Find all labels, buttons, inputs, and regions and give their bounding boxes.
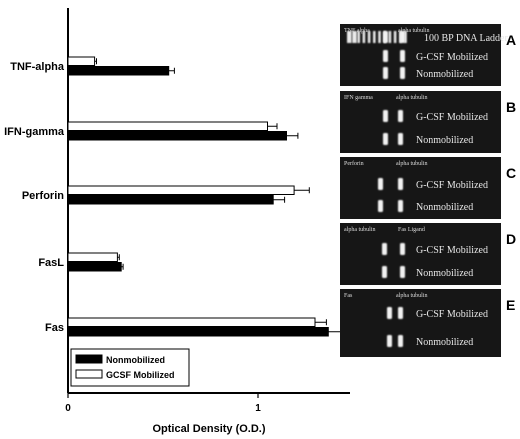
gel-row-label: G-CSF Mobilized [416, 309, 488, 320]
ladder-band [373, 31, 376, 43]
legend-label-nonmobilized: Nonmobilized [106, 355, 165, 365]
gel-lane-label: alpha tubulin [396, 95, 428, 101]
gel-row-label: Nonmobilized [416, 202, 473, 213]
gel-lane-label: alpha tubulin [396, 161, 428, 167]
bar-gcsf [67, 252, 118, 262]
ladder-band [393, 31, 397, 43]
gel-panel-d: alpha tubulin Fas Ligand G-CSF Mobilized No… [340, 223, 501, 285]
gel-band [398, 178, 403, 190]
bar-nonmobilized [67, 195, 274, 205]
panel-letter: A [506, 32, 516, 48]
gel-background [340, 91, 501, 153]
x-tick-label: 1 [255, 403, 261, 414]
gel-row-label: G-CSF Mobilized [416, 52, 488, 63]
gel-row-label: G-CSF Mobilized [416, 245, 488, 256]
gel-band [398, 133, 403, 145]
category-label: IFN-gamma [4, 126, 65, 138]
bar-gcsf [67, 185, 295, 195]
panel-letter: C [506, 165, 516, 181]
gel-lane-label: IFN gamma [344, 95, 373, 101]
category-label: Perforin [22, 190, 64, 202]
gel-panel-e: Fas alpha tubulin G-CSF Mobilized Nonmobili… [340, 289, 501, 357]
gel-row-label: Nonmobilized [416, 268, 473, 279]
gel-row-label: G-CSF Mobilized [416, 112, 488, 123]
legend-swatch-nonmobilized [75, 354, 103, 364]
gel-background [340, 24, 501, 86]
ladder-band [388, 31, 392, 43]
gel-row-label: G-CSF Mobilized [416, 180, 488, 191]
gel-band [383, 31, 388, 43]
ladder-band [357, 31, 360, 43]
gel-lane-label: Perforin [344, 160, 364, 167]
gel-band [383, 110, 388, 122]
gel-row-label: Nonmobilized [416, 69, 473, 80]
gel-band [398, 335, 403, 347]
gel-panel-b: IFN gamma alpha tubulin G-CSF Mobilized Non… [340, 91, 501, 153]
ladder-band [362, 31, 366, 43]
gel-band [400, 31, 405, 43]
ladder-band [352, 31, 357, 43]
ladder-band [367, 31, 371, 43]
x-axis-title: Optical Density (O.D.) [152, 423, 265, 435]
panel-letter: E [506, 297, 515, 313]
gel-row-label: Nonmobilized [416, 337, 473, 348]
gel-band [378, 200, 383, 212]
legend-label-gcsf: GCSF Mobilized [106, 370, 175, 380]
bar-nonmobilized [67, 66, 170, 76]
gel-band [383, 133, 388, 145]
gel-row-label: 100 BP DNA Ladder [424, 33, 508, 44]
gel-band [387, 335, 392, 347]
panel-letter: D [506, 231, 516, 247]
panel-letter: B [506, 99, 516, 115]
legend: Nonmobilized GCSF Mobilized [70, 348, 190, 387]
gel-band [400, 243, 405, 255]
x-tick-label: 0 [65, 403, 71, 414]
category-label: Fas [45, 322, 64, 334]
bar-nonmobilized [67, 131, 287, 141]
gel-band [382, 243, 387, 255]
legend-swatch-gcsf [75, 369, 103, 379]
ladder-band [378, 31, 381, 43]
gel-lane-label: alpha tubulin [398, 28, 430, 34]
gel-band [383, 50, 388, 62]
bar-gcsf [67, 121, 268, 131]
bar-nonmobilized [67, 262, 122, 272]
gel-panel-c: Perforin alpha tubulin G-CSF Mobilized Nonm… [340, 157, 501, 219]
category-labels: TNF-alpha IFN-gamma Perforin FasL Fas [4, 61, 65, 334]
bars [67, 56, 343, 337]
gel-band [400, 50, 405, 62]
gel-lane-label: alpha tubulin [396, 293, 428, 299]
ladder-band [347, 31, 352, 43]
gel-band [378, 178, 383, 190]
category-label: TNF-alpha [10, 61, 65, 73]
gel-lane-label: Fas Ligand [398, 227, 425, 233]
gel-lane-label: Fas [344, 293, 353, 299]
category-label: FasL [38, 257, 64, 269]
gel-band [400, 67, 405, 79]
gel-lane-label: TNF alpha [344, 28, 370, 34]
bar-gcsf [67, 56, 96, 66]
bar-nonmobilized [67, 327, 329, 337]
gel-band [382, 266, 387, 278]
gel-background [340, 223, 501, 285]
gel-band [400, 266, 405, 278]
gel-row-label: Nonmobilized [416, 135, 473, 146]
gel-band [398, 307, 403, 319]
ladder-band [404, 31, 407, 43]
gel-band [398, 200, 403, 212]
gel-band [383, 67, 388, 79]
gel-band [398, 110, 403, 122]
gel-lane-label: alpha tubulin [344, 227, 376, 233]
gel-background [340, 157, 501, 219]
gel-band [387, 307, 392, 319]
bar-gcsf [67, 317, 316, 327]
gel-background [340, 289, 501, 357]
